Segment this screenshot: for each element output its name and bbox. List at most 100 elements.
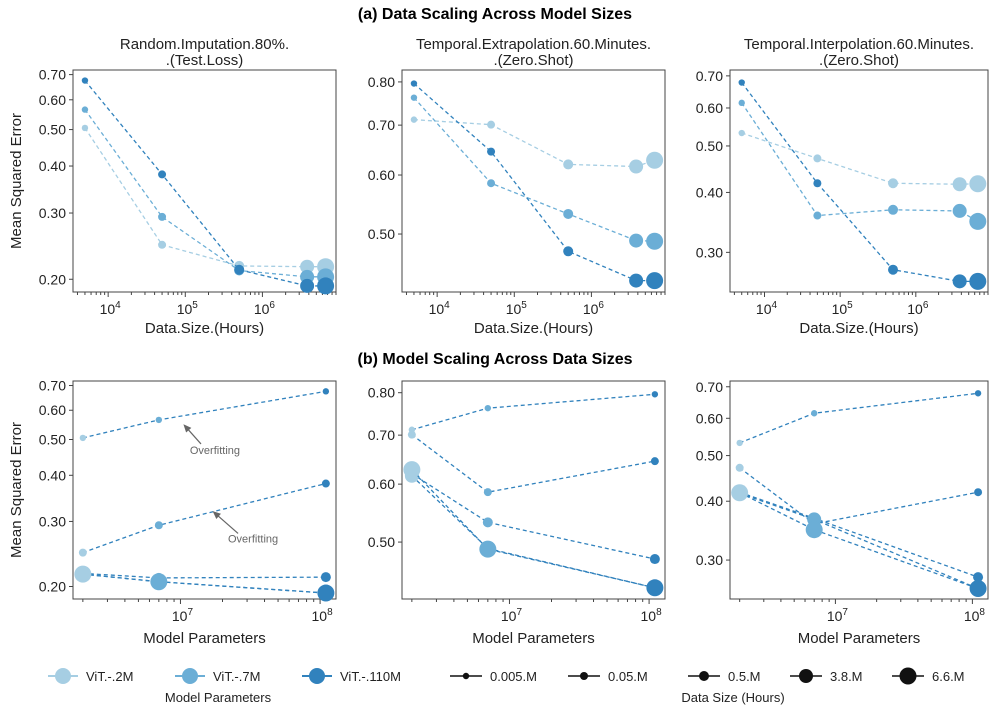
data-point (731, 484, 749, 502)
data-point (646, 151, 664, 169)
data-point (810, 410, 818, 417)
data-point (888, 178, 899, 189)
data-point (150, 573, 168, 591)
annotation-text: Overfitting (190, 445, 240, 457)
data-point (813, 211, 822, 220)
data-point (79, 434, 87, 442)
data-point (410, 94, 418, 101)
legend-label: 0.005.M (490, 669, 537, 684)
legend-marker (309, 668, 325, 684)
x-tick-base: 10 (100, 301, 116, 317)
series-0.05.M (735, 463, 983, 528)
row-b-title: (b) Model Scaling Across Data Sizes (357, 351, 632, 368)
panel-title: Temporal.Interpolation.60.Minutes. (744, 36, 974, 53)
data-point (487, 147, 496, 156)
legend-label: ViT.-.110M (340, 669, 401, 684)
data-point (952, 274, 967, 289)
legend-marker (899, 667, 917, 685)
plot-frame (729, 380, 989, 600)
x-axis-label: Data.Size.(Hours) (145, 320, 264, 337)
annotation-arrow-head (183, 424, 192, 433)
annotation-arrow-shaft (186, 427, 202, 445)
x-tick-base: 10 (641, 608, 657, 624)
series-line (84, 80, 326, 287)
data-point (952, 177, 967, 192)
y-axis-label: Mean Squared Error (8, 113, 25, 249)
y-tick-label: 0.30 (696, 244, 723, 260)
x-axis-label: Model Parameters (143, 630, 266, 647)
x-tick-base: 10 (964, 608, 980, 624)
plot-frame (72, 69, 337, 293)
overfitting-annotation: Overfitting (183, 424, 240, 457)
data-point (973, 572, 984, 583)
y-tick-label: 0.40 (39, 158, 66, 174)
x-tick-label: 106 (254, 300, 276, 317)
data-point (158, 212, 167, 221)
series-6.6.M (74, 565, 335, 602)
x-tick-label: 108 (964, 607, 986, 624)
data-point (651, 391, 659, 398)
x-tick-label: 104 (756, 300, 778, 317)
y-tick-label: 0.50 (368, 534, 395, 550)
series-line (84, 127, 326, 268)
data-point (738, 99, 745, 107)
data-point (234, 264, 245, 275)
series-line (82, 482, 327, 554)
y-tick-label: 0.70 (696, 68, 723, 84)
x-tick-exponent: 8 (656, 607, 662, 618)
legend-marker (580, 672, 588, 680)
x-tick-label: 104 (429, 300, 451, 317)
data-point (969, 272, 987, 290)
legend-model-item: ViT.-.110M (302, 668, 401, 684)
legend-model-item: ViT.-.7M (175, 668, 260, 684)
x-tick-base: 10 (756, 301, 772, 317)
legend-model-item: ViT.-.2M (48, 668, 133, 684)
x-tick-exponent: 4 (115, 300, 121, 311)
legend-data-item: 0.05.M (568, 669, 648, 684)
row-a-title: (a) Data Scaling Across Model Sizes (358, 6, 632, 23)
y-tick-label: 0.30 (696, 552, 723, 568)
x-tick-exponent: 7 (187, 607, 193, 618)
x-tick-label: 106 (907, 300, 929, 317)
panel-title: .(Test.Loss) (166, 52, 244, 69)
series-ViT.-.110M (410, 80, 664, 290)
series-line (411, 434, 655, 493)
x-tick-label: 108 (641, 607, 663, 624)
x-tick-label: 107 (501, 607, 523, 624)
x-tick-label: 108 (312, 607, 334, 624)
data-point (649, 554, 660, 565)
data-point (646, 272, 664, 290)
panel-title: Temporal.Extrapolation.60.Minutes. (416, 36, 651, 53)
data-point (300, 278, 315, 293)
data-point (81, 124, 89, 132)
data-point (81, 106, 89, 113)
series-ViT.-.110M (738, 79, 987, 290)
y-tick-label: 0.30 (39, 513, 66, 529)
data-point (479, 540, 497, 558)
y-tick-label: 0.70 (39, 378, 66, 394)
x-tick-exponent: 4 (444, 300, 450, 311)
x-tick-base: 10 (827, 608, 843, 624)
x-axis-label: Data.Size.(Hours) (799, 320, 918, 337)
x-tick-label: 106 (583, 300, 605, 317)
series-line (413, 118, 655, 168)
series-ViT.-.110M (81, 77, 335, 295)
y-tick-label: 0.40 (696, 184, 723, 200)
plot-frame (729, 69, 989, 293)
series-0.05.M (78, 479, 330, 557)
plot-frame (72, 380, 337, 600)
legend-label: 0.5.M (728, 669, 761, 684)
x-tick-exponent: 5 (521, 300, 527, 311)
series-ViT.-.7M (81, 106, 335, 286)
x-tick-exponent: 5 (847, 300, 853, 311)
chart-panel-3: Temporal.Interpolation.60.Minutes..(Zero… (696, 36, 989, 337)
y-tick-label: 0.70 (368, 427, 395, 443)
x-tick-exponent: 6 (923, 300, 929, 311)
x-tick-exponent: 8 (327, 607, 333, 618)
legend-label: 3.8.M (830, 669, 863, 684)
x-tick-base: 10 (583, 301, 599, 317)
series-ViT.-.7M (410, 94, 664, 250)
legend-model-title: Model Parameters (165, 690, 272, 705)
